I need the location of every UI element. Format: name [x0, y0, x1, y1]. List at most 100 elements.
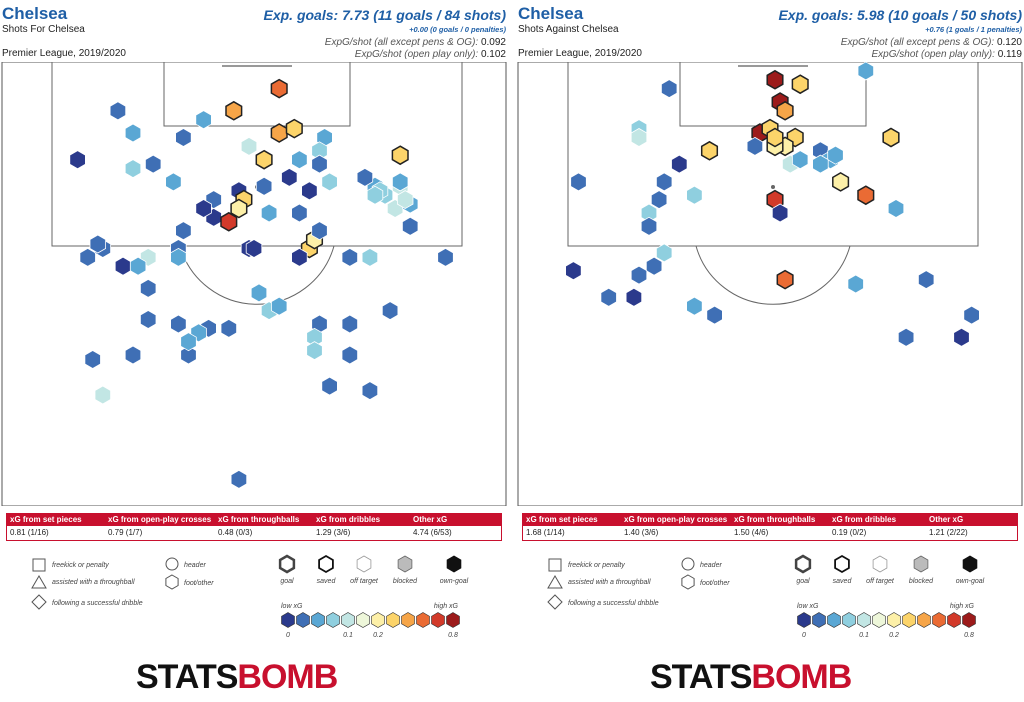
- shot-marker: [170, 247, 187, 267]
- shot-marker: [671, 154, 688, 174]
- legend-freekick-label: freekick or penalty: [568, 562, 625, 569]
- xg-set-pieces-label: xG from set pieces: [526, 515, 598, 524]
- outcome-off-target-icon: [872, 555, 888, 573]
- shot-marker: [260, 203, 278, 223]
- xg-scale-tick: 0.8: [448, 632, 458, 639]
- shot-marker: [124, 159, 142, 179]
- shot-marker: [897, 327, 915, 347]
- header-circle-icon: [681, 557, 695, 571]
- shot-marker: [129, 256, 147, 276]
- xg-per-shot-open-label: ExpG/shot (open play only):: [871, 49, 995, 60]
- xg-per-shot-open: ExpG/shot (open play only): 0.102: [355, 49, 506, 60]
- shot-marker: [225, 100, 243, 121]
- legend-header-label: header: [700, 562, 722, 569]
- penalty-xg-summary: +0.00 (0 goals / 0 penalties): [409, 25, 506, 34]
- xg-scale-swatch: [386, 612, 400, 628]
- shot-marker: [686, 185, 703, 205]
- shot-marker: [230, 469, 248, 489]
- xg-other-value: 1.21 (2/22): [929, 528, 968, 537]
- shot-marker: [175, 128, 192, 147]
- xg-set-pieces-value: 0.81 (1/16): [10, 528, 49, 537]
- xg-crosses-value: 1.40 (3/6): [624, 528, 659, 537]
- xg-scale-tick: 0.1: [343, 632, 353, 639]
- shot-marker: [306, 341, 323, 361]
- outcome-goal-icon: [794, 554, 812, 574]
- shot-marker: [655, 172, 673, 192]
- xg-scale-tick: 0.8: [964, 632, 974, 639]
- xg-scale-swatch: [416, 612, 430, 628]
- shot-marker: [812, 154, 829, 174]
- shot-marker: [746, 136, 764, 156]
- shot-marker: [139, 310, 157, 329]
- triangle-shape-icon: [547, 575, 563, 589]
- shot-map-pitch: [1, 62, 507, 506]
- penalty-arc: [179, 245, 335, 305]
- xg-other-value: 4.74 (6/53): [413, 528, 452, 537]
- shot-marker: [341, 345, 359, 365]
- shot-marker: [89, 234, 106, 254]
- competition-label: Premier League, 2019/2020: [2, 48, 126, 59]
- logo-text-stats: STATS: [650, 658, 752, 696]
- legend-foot-label: foot/other: [184, 580, 214, 587]
- xg-scale-tick: 0.1: [859, 632, 869, 639]
- xg-per-shot-all: ExpG/shot (all except pens & OG): 0.092: [325, 37, 506, 48]
- outcome-saved-icon: [318, 554, 334, 574]
- panel-shots-against: Chelsea Shots Against Chelsea Premier Le…: [516, 0, 1024, 702]
- shot-marker: [255, 149, 273, 170]
- shot-marker: [366, 185, 384, 205]
- legend-throughball-label: assisted with a throughball: [568, 579, 651, 586]
- shot-marker: [361, 381, 379, 401]
- shot-marker: [625, 287, 643, 307]
- shot-marker: [195, 199, 212, 218]
- shot-marker: [291, 150, 308, 170]
- shot-marker: [655, 243, 673, 263]
- shot-marker: [165, 172, 182, 192]
- shot-marker: [917, 270, 935, 290]
- statsbomb-logo: STATSBOMB: [136, 658, 338, 697]
- legend-high-xg-label: high xG: [950, 603, 975, 610]
- legend-outcome-label: saved: [833, 578, 853, 585]
- shot-marker: [766, 127, 784, 148]
- xg-scale-swatch: [296, 612, 310, 628]
- shot-marker: [827, 145, 844, 165]
- diamond-shape-icon: [31, 594, 47, 610]
- xg-dribbles-value: 0.19 (0/2): [832, 528, 867, 537]
- outcome-own-goal-icon: [962, 555, 978, 573]
- xg-scale-swatch: [917, 612, 931, 628]
- square-shape-icon: [32, 558, 46, 572]
- xg-per-shot-all-label: ExpG/shot (all except pens & OG):: [840, 37, 995, 48]
- legend-outcome-label: goal: [280, 578, 294, 585]
- shot-marker: [640, 216, 658, 236]
- xg-other-label: Other xG: [929, 515, 964, 524]
- xg-breakdown-bar: xG from set pieces xG from open-play cro…: [522, 513, 1018, 541]
- xg-scale-swatch: [827, 612, 841, 628]
- xg-per-shot-open-value: 0.102: [480, 49, 506, 60]
- xg-scale-swatch: [887, 612, 901, 628]
- shot-marker: [686, 296, 703, 316]
- xg-crosses-value: 0.79 (1/7): [108, 528, 143, 537]
- shot-marker: [706, 305, 723, 325]
- shot-marker: [600, 287, 617, 307]
- shot-marker: [791, 150, 809, 170]
- xg-scale-swatch: [371, 612, 385, 628]
- shot-marker: [220, 211, 238, 232]
- shot-marker: [79, 247, 96, 267]
- xg-throughballs-value: 1.50 (4/6): [734, 528, 769, 537]
- legend-outcome-label: own-goal: [956, 578, 985, 585]
- shot-marker: [94, 385, 111, 405]
- shot-marker: [230, 198, 248, 219]
- xg-scale-swatch: [326, 612, 340, 628]
- shot-marker: [270, 78, 288, 99]
- team-name: Chelsea: [518, 4, 584, 23]
- xg-crosses-label: xG from open-play crosses: [624, 515, 728, 524]
- shot-marker: [124, 123, 142, 143]
- legend-low-xg-label: low xG: [797, 603, 819, 610]
- shot-marker: [857, 62, 875, 81]
- shot-marker: [220, 318, 238, 338]
- xg-scale-swatch: [902, 612, 916, 628]
- shot-marker: [250, 283, 268, 303]
- penalty-spot: [771, 185, 775, 189]
- xg-scale-swatch: [932, 612, 946, 628]
- xg-scale-swatch: [356, 612, 370, 628]
- penalty-xg-summary: +0.76 (1 goals / 1 penalties): [925, 25, 1022, 34]
